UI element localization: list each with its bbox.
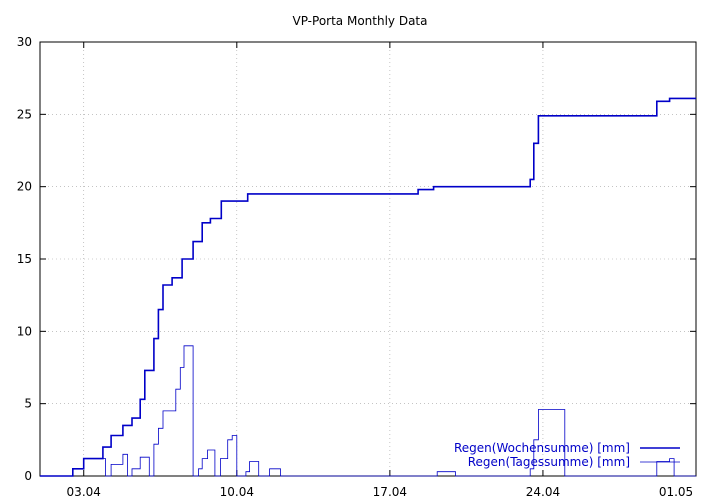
x-tick-label: 10.04 [220,485,254,499]
chart-title: VP-Porta Monthly Data [293,14,428,28]
legend: Regen(Wochensumme) [mm]Regen(Tagessumme)… [454,441,680,469]
series-line-2 [40,345,696,477]
series-group [40,97,696,477]
y-tick-label: 20 [17,180,32,194]
x-axis: 03.04 10.04 17.04 24.04 01.05 [67,42,697,499]
series-line-1 [40,97,696,477]
y-tick-label: 10 [17,324,32,338]
x-tick-label: 01.05 [659,485,693,499]
x-tick-label: 03.04 [67,485,101,499]
x-tick-label: 17.04 [373,485,407,499]
y-tick-label: 15 [17,252,32,266]
y-tick-label: 25 [17,107,32,121]
grid-lines [40,42,696,476]
x-tick-label: 24.04 [526,485,560,499]
y-axis: 0 5 10 15 20 25 30 [17,35,696,483]
legend-label-1: Regen(Wochensumme) [mm] [454,441,630,455]
y-tick-label: 30 [17,35,32,49]
legend-label-2: Regen(Tagessumme) [mm] [468,455,630,469]
y-tick-label: 5 [24,397,32,411]
y-tick-label: 0 [24,469,32,483]
